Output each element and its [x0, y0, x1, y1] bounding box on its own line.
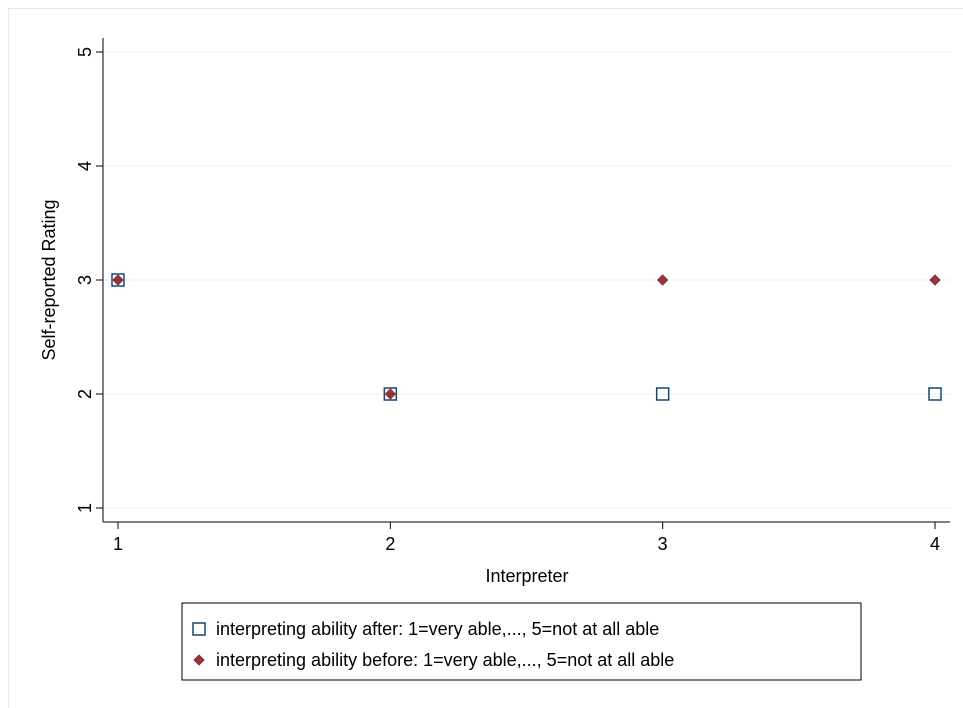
y-axis-title: Self-reported Rating — [39, 199, 59, 360]
legend-label-after: interpreting ability after: 1=very able,… — [216, 619, 659, 639]
legend: interpreting ability after: 1=very able,… — [181, 602, 862, 681]
before-rating-point — [384, 388, 397, 400]
before-rating-point — [656, 274, 669, 286]
legend-marker-before — [193, 654, 205, 666]
legend-label-before: interpreting ability before: 1=very able… — [216, 650, 674, 670]
ticks: 1 2 3 4 5 1 2 3 4 — [75, 47, 940, 554]
gridlines — [104, 51, 950, 509]
legend-box — [181, 602, 862, 681]
after-rating-point — [383, 387, 398, 401]
data-points — [111, 273, 942, 401]
y-tick-label: 4 — [75, 161, 95, 171]
after-rating-point — [111, 273, 125, 287]
y-tick-label: 2 — [75, 389, 95, 399]
x-tick-label: 4 — [930, 534, 940, 554]
x-tick-label: 2 — [385, 534, 395, 554]
legend-marker-after — [192, 622, 206, 636]
x-axis-title: Interpreter — [485, 566, 568, 586]
after-rating-point — [655, 387, 670, 401]
before-rating-point — [929, 274, 941, 286]
chart-frame — [8, 8, 963, 708]
y-tick-label: 1 — [75, 503, 95, 513]
x-tick-label: 3 — [658, 534, 668, 554]
y-tick-label: 5 — [75, 47, 95, 57]
legend-entries: interpreting ability after: 1=very able,… — [192, 619, 674, 670]
before-rating-point — [112, 274, 124, 286]
y-tick-label: 3 — [75, 275, 95, 285]
x-tick-label: 1 — [113, 534, 123, 554]
after-rating-point — [928, 387, 942, 401]
